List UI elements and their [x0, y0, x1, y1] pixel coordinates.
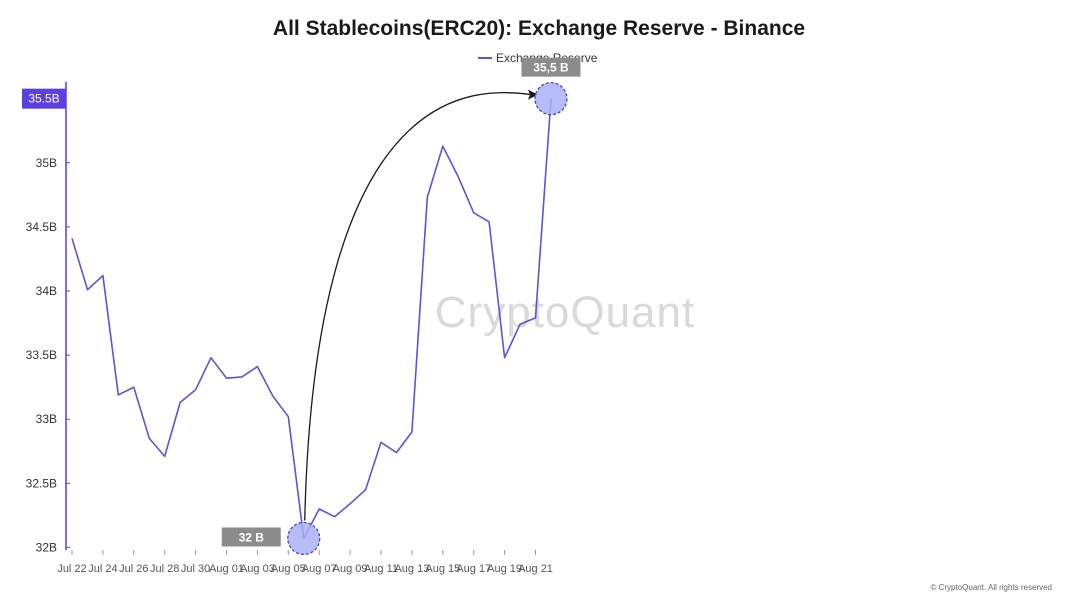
- data-point: [364, 489, 366, 491]
- y-axis-ticks: 32B 32.5B 33B 33.5B 34B 34.5B 35B: [26, 156, 70, 554]
- data-point: [164, 455, 166, 457]
- data-point: [473, 212, 475, 214]
- data-point: [179, 401, 181, 403]
- x-tick-label: Aug 15: [425, 563, 460, 575]
- annotation-arrow-head: [527, 89, 538, 100]
- high-callout-box: [521, 57, 581, 77]
- y-tick-label: 33.5B: [26, 348, 57, 362]
- data-point: [256, 365, 258, 367]
- x-tick-label: Jul 28: [150, 563, 179, 575]
- x-tick-label: Aug 01: [209, 563, 244, 575]
- data-point: [395, 451, 397, 453]
- data-point: [210, 356, 212, 358]
- high-callout: 35,5 B: [521, 57, 581, 77]
- x-tick-label: Aug 11: [364, 563, 398, 575]
- data-point: [503, 356, 505, 358]
- data-point: [457, 176, 459, 178]
- data-point: [488, 221, 490, 223]
- data-point: [333, 515, 335, 517]
- y-tick-label: 35B: [36, 156, 57, 170]
- data-point: [411, 431, 413, 433]
- x-tick-label: Aug 07: [302, 563, 337, 575]
- x-tick-label: Aug 17: [456, 563, 491, 575]
- annotation-arrow: [304, 91, 533, 521]
- data-point: [225, 377, 227, 379]
- series-line-exchange-reserve: [71, 98, 552, 540]
- x-tick-label: Aug 03: [240, 563, 275, 575]
- data-point: [534, 317, 536, 319]
- data-point: [102, 274, 104, 276]
- data-point: [426, 196, 428, 198]
- low-callout-box: [221, 527, 281, 547]
- chart-title: All Stablecoins(ERC20): Exchange Reserve…: [273, 17, 805, 40]
- x-tick-label: Aug 19: [487, 563, 522, 575]
- data-point: [442, 145, 444, 147]
- data-point: [117, 394, 119, 396]
- y-tick-label: 34.5B: [26, 220, 57, 234]
- data-point: [318, 508, 320, 510]
- watermark: CryptoQuant: [435, 288, 695, 337]
- x-tick-label: Aug 21: [518, 563, 553, 575]
- x-tick-label: Jul 30: [181, 563, 210, 575]
- x-tick-label: Jul 22: [57, 563, 86, 575]
- x-tick-label: Aug 09: [333, 563, 368, 575]
- y-tick-label: 34B: [36, 284, 57, 298]
- data-point: [349, 503, 351, 505]
- data-point: [519, 323, 521, 325]
- high-callout-label: 35,5 B: [533, 61, 569, 75]
- data-point: [194, 389, 196, 391]
- data-point: [380, 441, 382, 443]
- y-tick-label: 32B: [36, 540, 57, 554]
- last-value-label: 35.5B: [28, 92, 59, 106]
- y-tick-label: 33B: [36, 412, 57, 426]
- high-marker: [534, 82, 568, 116]
- x-tick-label: Jul 24: [88, 563, 117, 575]
- data-point: [148, 437, 150, 439]
- last-value-badge: 35.5B: [22, 88, 66, 109]
- data-point: [133, 386, 135, 388]
- data-point: [272, 395, 274, 397]
- x-tick-label: Aug 05: [271, 563, 306, 575]
- data-point: [241, 376, 243, 378]
- last-value-box: [22, 88, 66, 109]
- low-callout-label: 32 B: [239, 530, 265, 544]
- x-tick-label: Jul 26: [119, 563, 148, 575]
- low-marker: [287, 521, 321, 556]
- data-point: [86, 289, 88, 291]
- data-point: [71, 237, 73, 239]
- data-point: [287, 415, 289, 417]
- y-tick-label: 32.5B: [26, 476, 57, 490]
- x-tick-label: Aug 13: [394, 563, 429, 575]
- copyright: © CryptoQuant. All rights reserved: [931, 583, 1053, 592]
- low-callout: 32 B: [221, 527, 281, 547]
